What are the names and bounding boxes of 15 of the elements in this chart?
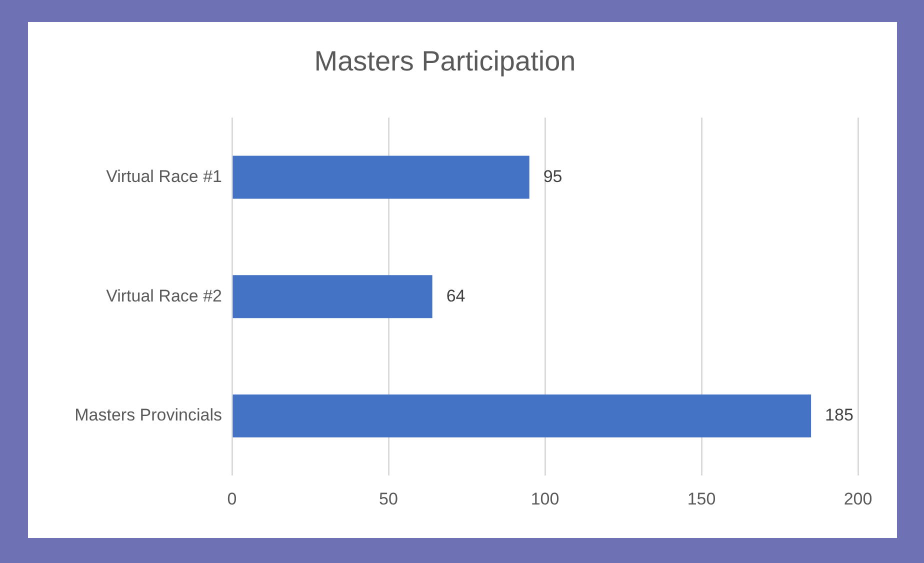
- chart-title: Masters Participation: [314, 46, 576, 77]
- x-tick-label: 0: [227, 489, 237, 508]
- data-label: 95: [543, 166, 562, 186]
- x-tick-label: 100: [530, 489, 560, 508]
- x-tick-label: 50: [379, 489, 398, 508]
- x-tick-label: 200: [844, 489, 872, 508]
- bar: [232, 156, 530, 199]
- bar: [232, 275, 432, 318]
- data-label: 185: [825, 406, 854, 425]
- x-tick-label: 150: [687, 489, 716, 508]
- bar: [232, 394, 812, 438]
- data-label: 64: [446, 286, 466, 306]
- y-tick-label: Virtual Race #1: [106, 166, 222, 186]
- y-tick-label: Virtual Race #2: [106, 286, 222, 306]
- y-tick-label: Masters Provincials: [74, 406, 222, 425]
